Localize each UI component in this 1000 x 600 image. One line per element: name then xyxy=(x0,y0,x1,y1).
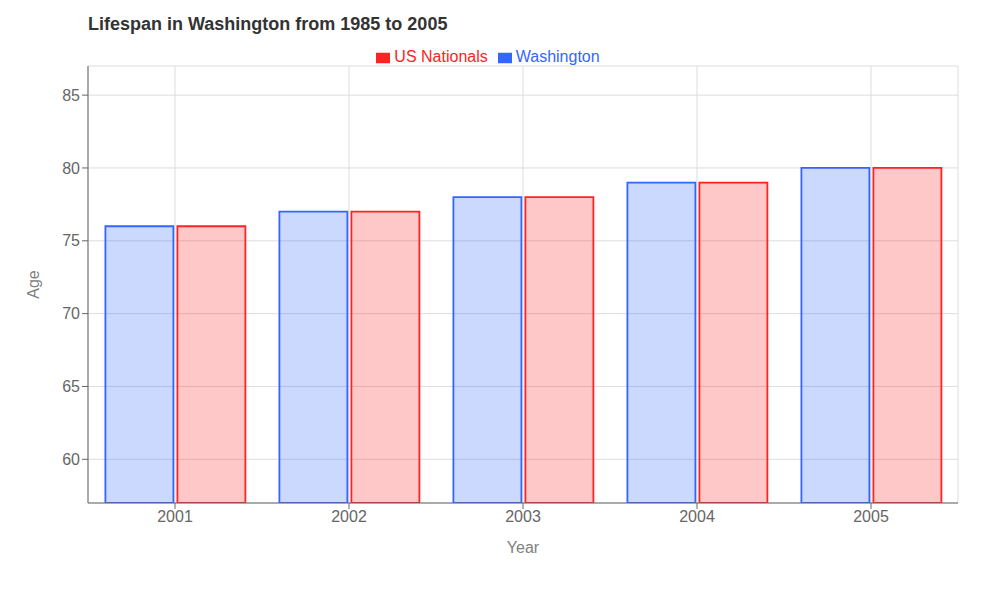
svg-text:80: 80 xyxy=(62,160,80,177)
html-text:US Nationals: US Nationals xyxy=(394,48,488,65)
svg-text:2002: 2002 xyxy=(331,508,367,525)
svg-text:75: 75 xyxy=(62,232,80,249)
svg-text:2005: 2005 xyxy=(853,508,889,525)
svg-text:2003: 2003 xyxy=(505,508,541,525)
svg-text:70: 70 xyxy=(62,305,80,322)
html-text:Washington: Washington xyxy=(515,48,600,65)
svg-text:85: 85 xyxy=(62,87,80,104)
html-text:Lifespan in Washington from 19: Lifespan in Washington from 1985 to 2005 xyxy=(88,14,448,34)
svg-text:65: 65 xyxy=(62,378,80,395)
svg-text:Age: Age xyxy=(25,270,42,299)
svg-text:2004: 2004 xyxy=(679,508,715,525)
svg-text:2001: 2001 xyxy=(157,508,193,525)
svg-text:60: 60 xyxy=(62,451,80,468)
svg-text:Year: Year xyxy=(507,539,540,556)
